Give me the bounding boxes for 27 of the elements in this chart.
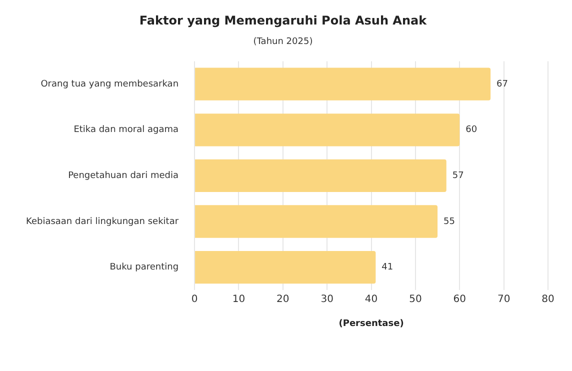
y-tick-label: Orang tua yang membesarkan [40,79,179,90]
bar [195,250,376,284]
bar [195,114,460,146]
x-tick-label: 70 [497,294,510,305]
x-tick-label: 20 [276,294,290,305]
y-tick-label: Etika dan moral agama [74,125,179,136]
x-tick-label: 40 [364,294,378,305]
y-tick-label: Buku parenting [110,262,179,273]
x-tick-label: 0 [191,294,198,305]
bar [195,159,446,192]
y-tick-label: Pengetahuan dari media [68,171,179,182]
data-label: 67 [496,79,508,90]
data-label: 55 [444,216,455,227]
x-tick-label: 80 [542,294,554,305]
bar [195,68,491,100]
x-tick-label: 30 [320,294,334,305]
bar [195,205,438,238]
y-tick-label: Kebiasaan dari lingkungan sekitar [26,216,179,227]
x-tick-label: 60 [453,294,466,305]
data-label: 57 [452,171,464,182]
x-tick-label: 50 [409,294,422,305]
data-label: 41 [382,262,394,273]
x-axis-title: (Persentase) [338,318,404,329]
chart-subtitle: (Tahun 2025) [253,37,313,48]
x-tick-label: 10 [232,294,246,305]
data-label: 60 [466,125,478,136]
chart-title: Faktor yang Memengaruhi Pola Asuh Anak [139,13,428,28]
